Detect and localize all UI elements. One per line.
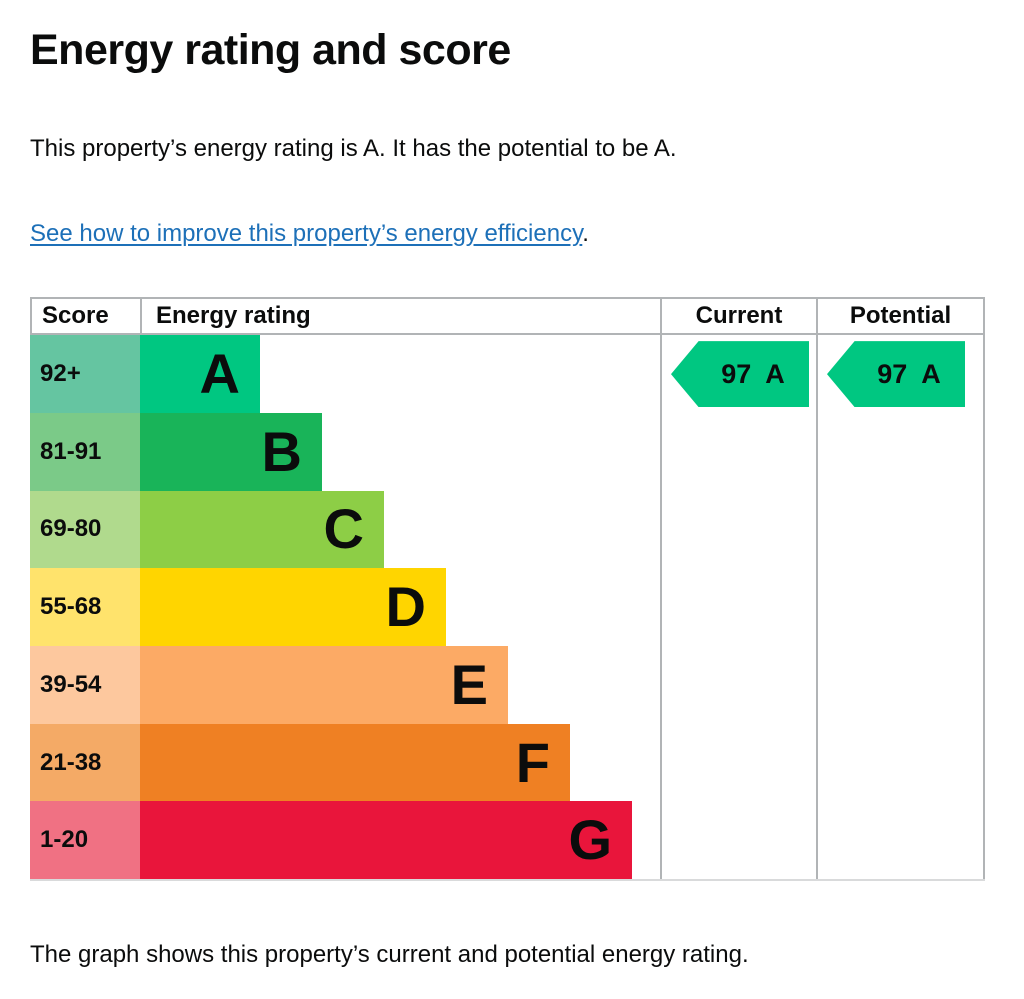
band-bar-a: A xyxy=(140,335,260,413)
band-letter-a: A xyxy=(199,342,240,405)
band-row-b: 81-91 B xyxy=(30,412,985,491)
band-letter-e: E xyxy=(450,652,488,716)
band-bar-e: E xyxy=(140,645,508,724)
header-potential: Potential xyxy=(816,299,985,334)
bar-track-b: B xyxy=(140,412,660,491)
band-letter-b: B xyxy=(261,419,302,483)
potential-band: A xyxy=(921,358,941,389)
band-row-a: 92+ A xyxy=(30,335,985,413)
link-line: See how to improve this property’s energ… xyxy=(30,220,985,248)
table-body: 92+ A 81-91 B 69-80 xyxy=(30,335,985,882)
band-bar-c: C xyxy=(140,490,384,569)
current-score: 97 xyxy=(721,358,752,389)
current-rating-arrow: 97 A xyxy=(671,341,809,408)
band-row-f: 21-38 F xyxy=(30,723,985,802)
band-row-d: 55-68 D xyxy=(30,568,985,646)
header-energy-rating: Energy rating xyxy=(140,299,660,334)
improve-efficiency-link[interactable]: See how to improve this property’s energ… xyxy=(30,220,583,248)
energy-rating-table: Score Energy rating Current Potential 92… xyxy=(30,297,985,882)
score-cell-b: 81-91 xyxy=(30,412,140,491)
band-bar-b: B xyxy=(140,412,322,491)
bar-track-f: F xyxy=(140,723,660,802)
bar-track-g: G xyxy=(140,801,660,880)
band-bar-d: D xyxy=(140,568,446,646)
table-header-row: Score Energy rating Current Potential xyxy=(30,297,985,336)
score-cell-f: 21-38 xyxy=(30,723,140,802)
band-row-e: 39-54 E xyxy=(30,645,985,724)
potential-rating-arrow: 97 A xyxy=(827,341,965,408)
score-cell-d: 55-68 xyxy=(30,568,140,646)
score-cell-g: 1-20 xyxy=(30,801,140,880)
band-row-g: 1-20 G xyxy=(30,801,985,880)
bar-track-c: C xyxy=(140,490,660,569)
band-letter-f: F xyxy=(515,730,550,794)
score-cell-e: 39-54 xyxy=(30,645,140,724)
band-letter-g: G xyxy=(568,808,612,872)
potential-score: 97 xyxy=(877,358,908,389)
band-letter-d: D xyxy=(385,575,426,639)
header-current: Current xyxy=(660,299,816,334)
current-column: 97 A xyxy=(660,335,816,880)
page-title: Energy rating and score xyxy=(30,26,511,74)
link-suffix-period: . xyxy=(582,220,589,248)
score-cell-c: 69-80 xyxy=(30,490,140,569)
bar-track-e: E xyxy=(140,645,660,724)
current-band: A xyxy=(765,358,785,389)
bar-track-d: D xyxy=(140,568,660,646)
band-bar-f: F xyxy=(140,723,570,802)
band-row-c: 69-80 C xyxy=(30,490,985,569)
header-score: Score xyxy=(30,299,140,334)
intro-text: This property’s energy rating is A. It h… xyxy=(30,135,677,163)
potential-column: 97 A xyxy=(816,335,985,880)
band-letter-c: C xyxy=(323,497,364,561)
score-cell-a: 92+ xyxy=(30,335,140,413)
band-bar-g: G xyxy=(140,801,632,880)
graph-caption: The graph shows this property’s current … xyxy=(30,941,749,969)
bar-track-a: A xyxy=(140,335,660,413)
